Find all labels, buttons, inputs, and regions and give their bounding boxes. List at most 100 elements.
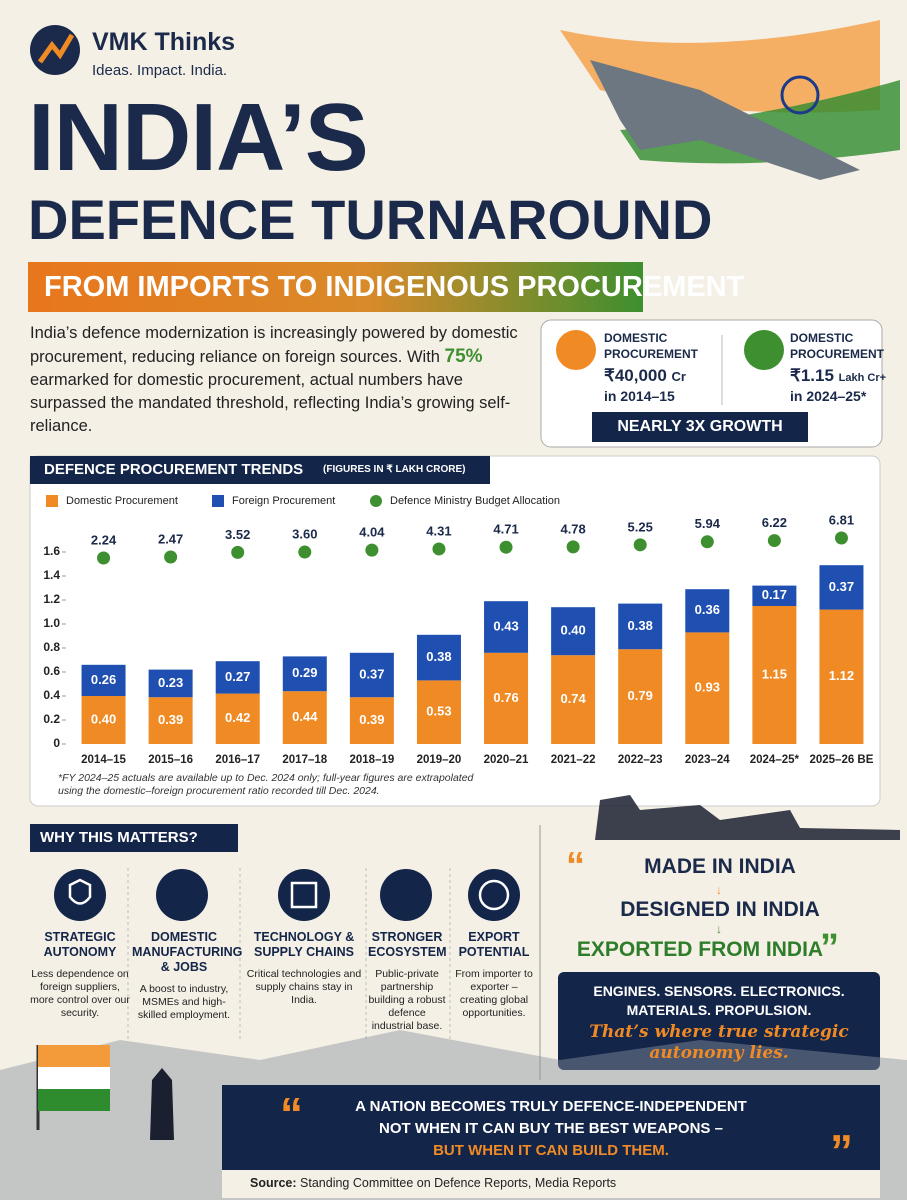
y-tick-label: 1.2 xyxy=(43,592,60,606)
x-tick-label: 2014–15 xyxy=(81,754,126,766)
data-label: 1.12 xyxy=(829,668,854,683)
icon xyxy=(380,869,432,921)
bar-segment xyxy=(618,649,663,744)
y-tick-label: 1.0 xyxy=(43,616,60,630)
why-item-text: A boost to industry, MSMEs and high-skil… xyxy=(137,983,231,1021)
chip xyxy=(290,881,318,909)
data-label: 2.47 xyxy=(158,531,183,546)
bar-segment xyxy=(282,656,327,692)
data-label: 0.37 xyxy=(359,666,384,681)
bar-segment xyxy=(81,664,126,696)
data-label: 6.22 xyxy=(762,515,787,530)
data-label: 0.40 xyxy=(91,711,116,726)
x-tick-label: 2016–17 xyxy=(215,754,260,766)
made-line: EXPORTED FROM INDIA xyxy=(576,938,824,961)
x-tick-label: 2018–19 xyxy=(349,754,394,766)
shield xyxy=(68,878,92,905)
data-label: 0.39 xyxy=(359,712,384,727)
x-tick-label: 2024–25* xyxy=(750,754,800,766)
legend-swatch xyxy=(212,495,224,507)
data-label: 0.44 xyxy=(292,709,318,724)
bar-segment xyxy=(81,696,126,744)
y-tick-label: 0.8 xyxy=(43,640,60,654)
x-tick-label: 2015–16 xyxy=(148,754,193,766)
bar-segment xyxy=(752,606,797,744)
bar-segment xyxy=(148,669,193,698)
bar-segment xyxy=(551,655,596,744)
data-label: 0.93 xyxy=(695,680,720,695)
quote-mark: ” xyxy=(820,927,839,969)
quote-mark: “ xyxy=(566,845,585,887)
made-line: DESIGNED IN INDIA xyxy=(620,898,820,921)
data-label: 0.39 xyxy=(158,712,183,727)
data-label: 0.76 xyxy=(493,690,518,705)
y-tick-label: 0 xyxy=(53,736,60,750)
bar-segment xyxy=(752,585,797,606)
bar-segment xyxy=(349,697,394,744)
data-label: 0.26 xyxy=(91,672,116,687)
subtitle-banner xyxy=(28,262,643,312)
data-label: 4.71 xyxy=(493,522,518,537)
why-dividers xyxy=(127,868,451,1040)
tech-box xyxy=(558,972,880,1070)
data-label: 0.40 xyxy=(560,623,585,638)
why-item: EXPORT POTENTIAL From importer to exporte… xyxy=(452,866,536,1020)
bar-segment xyxy=(819,609,864,744)
quote: A NATION BECOMES TRULY DEFENCE-INDEPENDE… xyxy=(222,1096,880,1162)
tech: ENGINES. SENSORS. ELECTRONICS. MATERIALS… xyxy=(593,983,845,1018)
data-label: 0.43 xyxy=(493,618,518,633)
why-title-pill xyxy=(30,824,238,852)
legend-label: Defence Ministry Budget Allocation xyxy=(390,495,560,507)
stat-number: ₹1.15 xyxy=(790,366,834,385)
data-label: 4.04 xyxy=(359,525,385,540)
data-label: 0.27 xyxy=(225,669,250,684)
x-tick-label: 2020–21 xyxy=(484,754,529,766)
x-tick-label: 2022–23 xyxy=(618,754,663,766)
budget-dot xyxy=(834,531,848,545)
chart-title: DEFENCE PROCUREMENT TRENDS xyxy=(44,461,304,478)
bar-segment xyxy=(819,565,864,610)
stat-icon xyxy=(556,330,596,370)
why-item-title: STRONGER ECOSYSTEM xyxy=(368,930,447,959)
bar-segment xyxy=(416,634,461,681)
source-bar xyxy=(222,1170,880,1198)
budget-dot xyxy=(164,550,178,564)
bar-segment xyxy=(148,697,193,744)
y-tick-label: 0.4 xyxy=(43,688,60,702)
stat-value: ₹40,000 Cr xyxy=(604,366,686,386)
why-item: STRONGER ECOSYSTEM Public-private partner… xyxy=(368,866,447,1033)
soldier xyxy=(150,1068,174,1140)
autonomy: That’s where true strategic autonomy lie… xyxy=(589,1022,849,1063)
arrow: ↓ xyxy=(716,922,722,936)
why-item-text: Public-private partnership building a ro… xyxy=(368,968,446,1032)
why-item-text: Critical technologies and supply chains … xyxy=(246,968,362,1006)
x-tick-label: 2023–24 xyxy=(685,754,730,766)
source-label: Source: xyxy=(250,1176,297,1190)
why-item-title: DOMESTIC MANUFACTURING & JOBS xyxy=(132,930,243,974)
bar-segment xyxy=(618,603,663,650)
icon xyxy=(156,869,208,921)
legend-label: Foreign Procurement xyxy=(232,495,335,507)
data-label: 0.23 xyxy=(158,675,183,690)
data-label: 2.24 xyxy=(91,532,117,547)
globe xyxy=(478,879,510,911)
stat-number: ₹40,000 xyxy=(604,366,667,385)
data-label: 3.60 xyxy=(292,526,317,541)
data-label: 3.52 xyxy=(225,527,250,542)
budget-dot xyxy=(633,538,647,552)
growth: NEARLY 3X GROWTH xyxy=(617,418,783,435)
data-label: 5.25 xyxy=(628,519,653,534)
quote-banner xyxy=(222,1085,880,1170)
quote-line: NOT WHEN IT CAN BUY THE BEST WEAPONS – xyxy=(379,1120,723,1137)
stat-value: ₹1.15 Lakh Cr+ xyxy=(790,366,886,386)
bar-segment xyxy=(551,607,596,656)
bar-segment xyxy=(685,632,730,744)
budget-dot xyxy=(432,542,446,556)
silhouettes xyxy=(560,795,900,840)
why-item-text: From importer to exporter – creating glo… xyxy=(455,968,533,1019)
intro-text: India’s defence modernization is increas… xyxy=(30,324,518,366)
data-label: 6.81 xyxy=(829,512,854,527)
data-label: 0.74 xyxy=(560,691,586,706)
why-item-title: STRATEGIC AUTONOMY xyxy=(43,930,117,959)
